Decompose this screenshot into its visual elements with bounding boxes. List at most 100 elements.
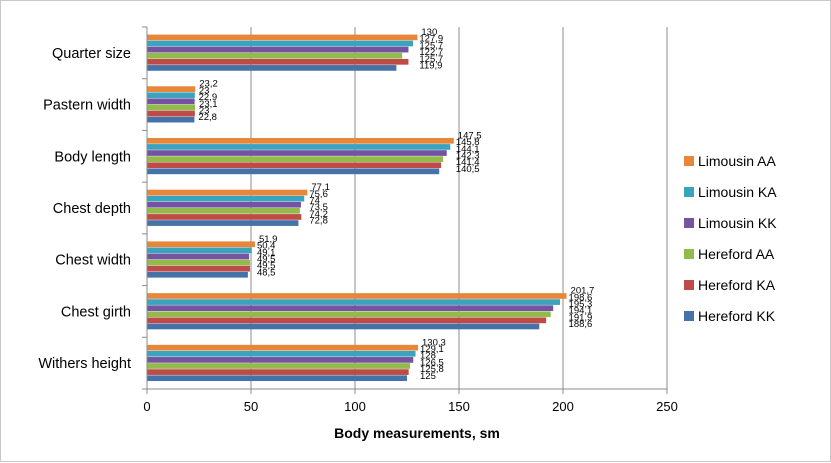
- legend-swatch: [684, 249, 694, 259]
- x-tick-label: 150: [448, 399, 470, 414]
- legend-swatch: [684, 311, 694, 321]
- data-label: 50,4: [257, 241, 276, 252]
- axes: [142, 26, 668, 394]
- bar-chest-girth-hereford-kk: [147, 323, 540, 330]
- data-label: 198,6: [569, 292, 593, 303]
- data-labels: 130127,9125,7122,7125,7119,923,22322,923…: [198, 27, 594, 382]
- category-label: Chest depth: [53, 201, 131, 217]
- data-label: 194,1: [569, 306, 593, 317]
- bar-pastern-width-limousin-ka: [147, 92, 195, 99]
- bars: [147, 34, 567, 382]
- legend-label: Hereford KA: [698, 277, 776, 293]
- data-label: 23: [199, 85, 210, 96]
- bar-body-length-limousin-aa: [147, 137, 454, 144]
- legend-label: Limousin AA: [698, 153, 776, 169]
- bar-chest-depth-hereford-ka: [147, 214, 302, 220]
- bar-withers-height-limousin-ka: [147, 350, 416, 357]
- data-label: 126,5: [420, 357, 444, 368]
- category-label: Withers height: [38, 356, 131, 372]
- legend: Limousin AA Limousin KA Limousin KK Herefor…: [684, 153, 777, 324]
- data-label: 23,2: [199, 79, 218, 90]
- legend-swatch: [684, 187, 694, 197]
- category-label: Pastern width: [43, 98, 131, 114]
- bar-pastern-width-hereford-kk: [147, 116, 195, 123]
- x-axis-title: Body measurements, sm: [334, 425, 500, 441]
- data-label: 188,6: [569, 319, 593, 330]
- category-labels: Quarter size Pastern width Body length Ches…: [38, 46, 131, 372]
- bar-body-length-limousin-ka: [147, 144, 451, 150]
- data-label: 75,6: [309, 189, 328, 200]
- data-label: 51,9: [259, 234, 278, 245]
- data-label: 128: [420, 351, 436, 362]
- data-label: 23: [199, 106, 210, 117]
- bar-withers-height-hereford-ka: [147, 369, 409, 375]
- bar-chest-depth-hereford-aa: [147, 208, 300, 214]
- x-tick-label: 100: [344, 399, 366, 414]
- legend-label: Hereford AA: [698, 246, 775, 262]
- data-label: 125: [420, 371, 436, 382]
- data-label: 22,9: [199, 92, 218, 103]
- x-tick-label: 0: [143, 399, 150, 414]
- data-label: 195,3: [569, 299, 593, 310]
- legend-label: Limousin KA: [698, 184, 777, 200]
- bar-quarter-size-limousin-ka: [147, 40, 414, 47]
- x-tick-labels: 0 50 100 150 200 250: [143, 399, 677, 414]
- bar-chest-width-hereford-aa: [147, 259, 250, 266]
- data-label: 74,2: [309, 209, 328, 220]
- data-label: 191,9: [569, 312, 593, 323]
- bar-withers-height-limousin-kk: [147, 357, 414, 363]
- bar-chest-girth-limousin-aa: [147, 293, 567, 299]
- bar-chest-depth-limousin-aa: [147, 189, 308, 196]
- data-label: 130: [421, 27, 437, 38]
- data-label: 140,5: [456, 164, 480, 175]
- data-label: 127,9: [419, 34, 443, 45]
- data-label: 142,3: [456, 151, 480, 162]
- bar-chest-width-limousin-ka: [147, 247, 252, 254]
- data-label: 147,5: [458, 130, 482, 141]
- category-label: Quarter size: [52, 46, 131, 62]
- legend-label: Limousin KK: [698, 215, 777, 231]
- data-label: 130,3: [422, 337, 446, 348]
- data-label: 125,8: [420, 364, 444, 375]
- bar-withers-height-hereford-kk: [147, 375, 407, 382]
- data-label: 22,8: [198, 112, 217, 123]
- bar-chest-depth-limousin-ka: [147, 195, 305, 202]
- data-label: 49,1: [257, 247, 276, 258]
- bar-chest-girth-hereford-ka: [147, 317, 547, 324]
- x-tick-label: 250: [656, 399, 678, 414]
- legend-swatch: [684, 156, 694, 166]
- bar-chest-width-limousin-aa: [147, 241, 255, 248]
- data-label: 48,5: [257, 267, 276, 278]
- bar-chest-depth-hereford-kk: [147, 220, 299, 226]
- bar-quarter-size-limousin-aa: [147, 34, 418, 41]
- data-label: 73,5: [309, 202, 328, 213]
- bar-quarter-size-hereford-kk: [147, 65, 397, 71]
- bar-chest-depth-limousin-kk: [147, 201, 301, 208]
- data-label: 77,1: [311, 182, 330, 193]
- data-label: 119,9: [419, 61, 442, 72]
- bar-chest-girth-limousin-ka: [147, 299, 561, 305]
- data-label: 125,7: [419, 54, 443, 65]
- category-label: Chest girth: [61, 304, 131, 320]
- bar-withers-height-hereford-aa: [147, 363, 411, 369]
- legend-label: Hereford KK: [698, 308, 776, 324]
- category-label: Body length: [54, 149, 131, 165]
- bar-body-length-hereford-ka: [147, 162, 442, 169]
- bar-pastern-width-hereford-aa: [147, 104, 196, 111]
- bar-body-length-limousin-kk: [147, 150, 447, 156]
- bar-chest-girth-hereford-aa: [147, 311, 551, 318]
- bar-body-length-hereford-aa: [147, 156, 443, 162]
- bar-pastern-width-limousin-kk: [147, 98, 195, 105]
- data-label: 144,1: [456, 144, 480, 155]
- bar-quarter-size-limousin-kk: [147, 46, 409, 53]
- bar-quarter-size-hereford-aa: [147, 52, 403, 59]
- bar-pastern-width-hereford-ka: [147, 110, 195, 117]
- bar-chest-girth-limousin-kk: [147, 305, 554, 312]
- bar-body-length-hereford-kk: [147, 168, 440, 175]
- data-label: 23,1: [199, 99, 218, 110]
- data-label: 145,8: [456, 137, 480, 148]
- category-label: Chest width: [55, 253, 131, 269]
- bar-chest-width-limousin-kk: [147, 253, 250, 260]
